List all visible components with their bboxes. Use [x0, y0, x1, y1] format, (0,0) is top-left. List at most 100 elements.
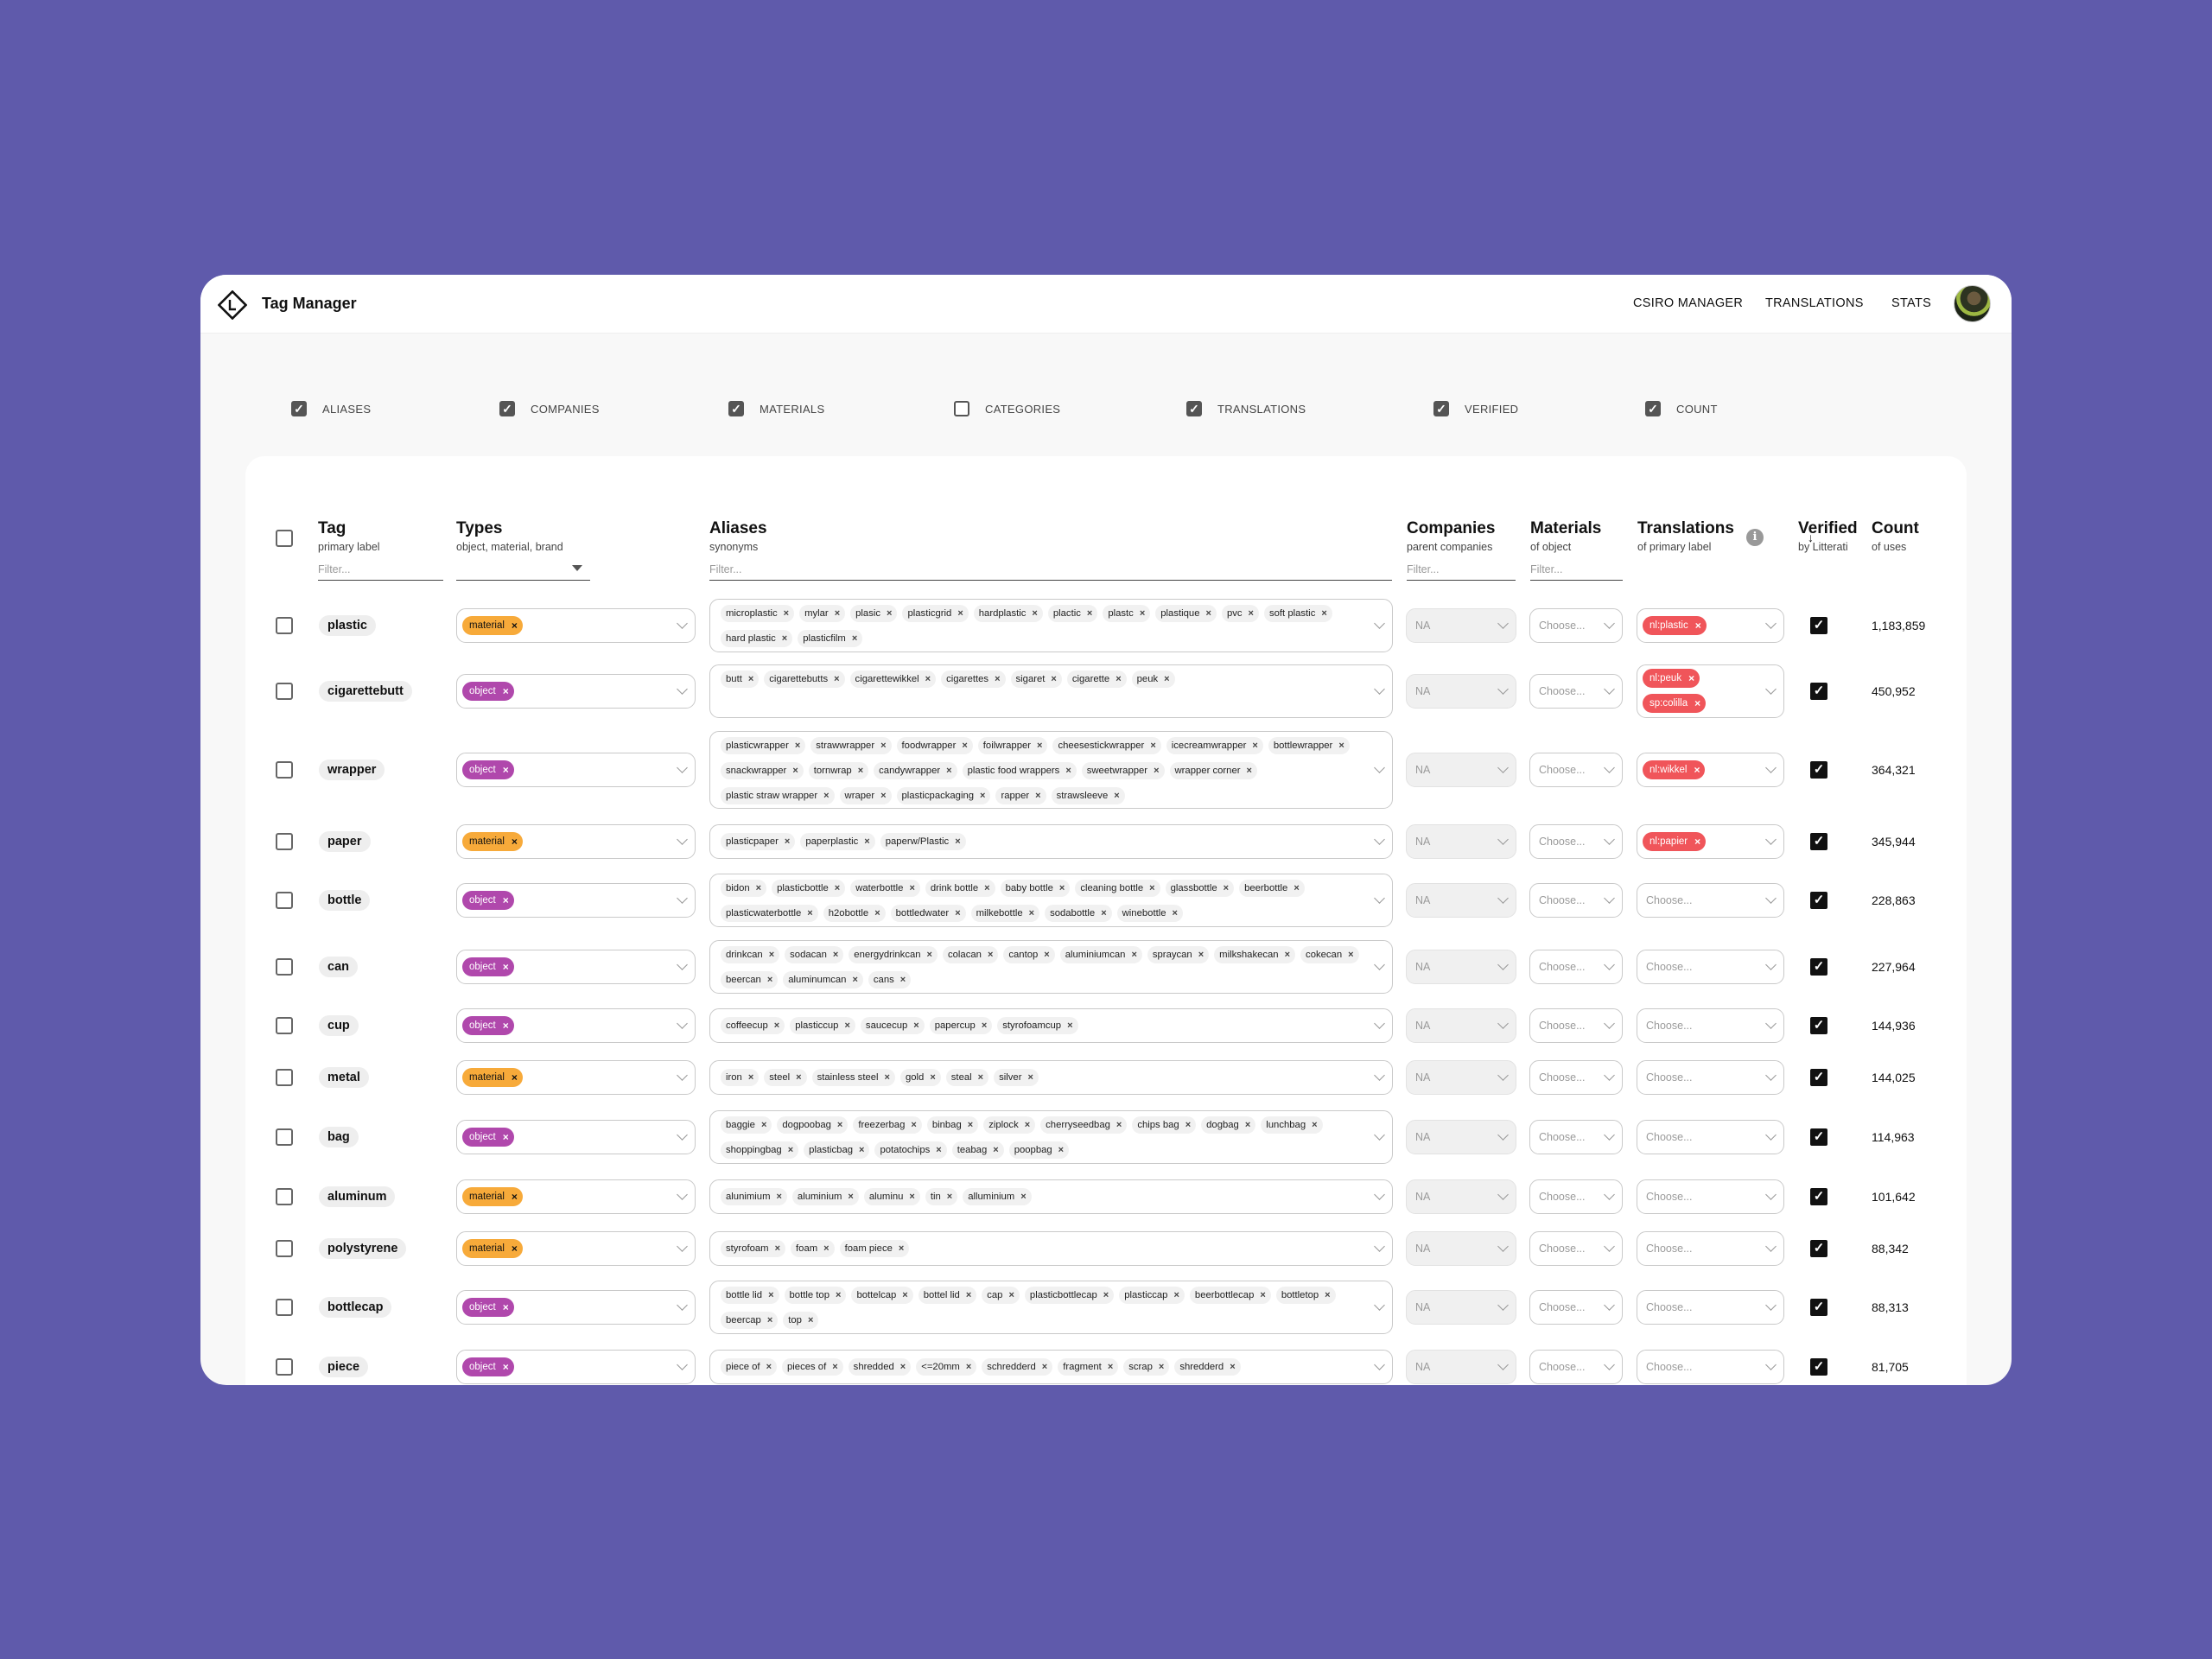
remove-icon[interactable]: ×: [768, 950, 775, 960]
materials-select[interactable]: Choose...: [1529, 883, 1623, 918]
alias-chip[interactable]: alluminium ×: [963, 1188, 1032, 1205]
remove-icon[interactable]: ×: [1694, 764, 1700, 776]
remove-icon[interactable]: ×: [1325, 1290, 1331, 1300]
remove-icon[interactable]: ×: [1116, 674, 1122, 684]
checked-checkbox-icon[interactable]: ✓: [728, 401, 744, 416]
remove-icon[interactable]: ×: [887, 608, 893, 619]
translations-select[interactable]: Choose...: [1637, 1179, 1784, 1214]
alias-chip[interactable]: plasticwrapper ×: [721, 737, 806, 754]
translations-select[interactable]: nl:peuk × sp:colilla ×: [1637, 664, 1784, 718]
checked-checkbox-icon[interactable]: ✓: [291, 401, 307, 416]
alias-chip[interactable]: plasticwaterbottle ×: [721, 905, 818, 922]
alias-chip[interactable]: steel ×: [764, 1069, 807, 1086]
remove-icon[interactable]: ×: [836, 1120, 843, 1130]
alias-chip[interactable]: teabag ×: [951, 1141, 1004, 1159]
remove-icon[interactable]: ×: [1044, 950, 1050, 960]
alias-chip[interactable]: bottle lid ×: [721, 1287, 779, 1304]
verified-checkbox[interactable]: ✓: [1810, 1299, 1827, 1316]
tag-name[interactable]: piece: [319, 1357, 369, 1377]
remove-icon[interactable]: ×: [502, 961, 509, 973]
remove-icon[interactable]: ×: [844, 1020, 850, 1031]
row-checkbox[interactable]: [276, 833, 293, 850]
remove-icon[interactable]: ×: [502, 685, 509, 697]
remove-icon[interactable]: ×: [926, 950, 932, 960]
remove-icon[interactable]: ×: [1008, 1290, 1014, 1300]
materials-select[interactable]: Choose...: [1529, 753, 1623, 787]
tag-name[interactable]: metal: [319, 1067, 369, 1088]
alias-chip[interactable]: plasticbottlecap ×: [1024, 1287, 1115, 1304]
remove-icon[interactable]: ×: [1312, 1120, 1318, 1130]
alias-chip[interactable]: cantop ×: [1003, 946, 1055, 963]
remove-icon[interactable]: ×: [502, 1361, 509, 1373]
select-all-checkbox[interactable]: [276, 530, 293, 547]
alias-chip[interactable]: plasticcup ×: [790, 1017, 855, 1034]
remove-icon[interactable]: ×: [967, 1120, 974, 1130]
remove-icon[interactable]: ×: [1694, 836, 1701, 848]
materials-select[interactable]: Choose...: [1529, 674, 1623, 709]
translations-select[interactable]: nl:papier ×: [1637, 824, 1784, 859]
alias-chip[interactable]: baggie ×: [721, 1116, 772, 1134]
remove-icon[interactable]: ×: [925, 674, 931, 684]
remove-icon[interactable]: ×: [852, 975, 858, 985]
remove-icon[interactable]: ×: [1149, 883, 1155, 893]
remove-icon[interactable]: ×: [774, 1243, 781, 1254]
alias-chip[interactable]: sweetwrapper ×: [1081, 762, 1165, 779]
alias-chip[interactable]: paperplastic ×: [800, 833, 875, 850]
alias-chip[interactable]: gold ×: [899, 1069, 941, 1086]
alias-chip[interactable]: microplastic ×: [721, 605, 795, 622]
remove-icon[interactable]: ×: [1694, 620, 1701, 632]
translation-pill[interactable]: nl:wikkel ×: [1643, 760, 1706, 779]
translations-select[interactable]: Choose...: [1637, 1008, 1784, 1043]
alias-chip[interactable]: cokecan ×: [1300, 946, 1359, 963]
translations-select[interactable]: Choose...: [1637, 1231, 1784, 1266]
row-checkbox[interactable]: [276, 1128, 293, 1146]
remove-icon[interactable]: ×: [1035, 791, 1041, 801]
alias-chip[interactable]: dogbag ×: [1201, 1116, 1256, 1134]
alias-chip[interactable]: plasticfilm ×: [798, 630, 863, 647]
translation-pill[interactable]: nl:peuk ×: [1643, 669, 1700, 688]
alias-chip[interactable]: papercup ×: [929, 1017, 993, 1034]
verified-checkbox[interactable]: ✓: [1810, 1240, 1827, 1257]
aliases-input[interactable]: piece of × pieces of × shredded × <=20mm × schre…: [709, 1350, 1393, 1384]
remove-icon[interactable]: ×: [936, 1145, 942, 1155]
remove-icon[interactable]: ×: [884, 1072, 890, 1083]
tag-name[interactable]: aluminum: [319, 1186, 396, 1207]
remove-icon[interactable]: ×: [977, 1072, 984, 1083]
aliases-input[interactable]: alunimium × aluminium × aluminu × tin × allumini…: [709, 1179, 1393, 1214]
verified-checkbox[interactable]: ✓: [1810, 1017, 1827, 1034]
alias-chip[interactable]: pieces of ×: [782, 1358, 843, 1376]
types-select[interactable]: object ×: [456, 1120, 696, 1154]
remove-icon[interactable]: ×: [946, 1192, 953, 1202]
remove-icon[interactable]: ×: [1154, 766, 1160, 776]
remove-icon[interactable]: ×: [1027, 1072, 1033, 1083]
remove-icon[interactable]: ×: [1139, 608, 1146, 619]
remove-icon[interactable]: ×: [913, 1020, 919, 1031]
row-checkbox[interactable]: [276, 892, 293, 909]
tag-name[interactable]: polystyrene: [319, 1238, 407, 1259]
remove-icon[interactable]: ×: [1252, 741, 1258, 751]
remove-icon[interactable]: ×: [834, 883, 841, 893]
aliases-input[interactable]: plasticpaper × paperplastic × paperw/Plastic…: [709, 824, 1393, 859]
alias-chip[interactable]: iron ×: [721, 1069, 760, 1086]
type-pill[interactable]: object ×: [462, 682, 514, 701]
companies-select[interactable]: NA: [1406, 824, 1516, 859]
verified-checkbox[interactable]: ✓: [1810, 1069, 1827, 1086]
remove-icon[interactable]: ×: [794, 741, 801, 751]
user-avatar[interactable]: [1954, 285, 1991, 322]
alias-chip[interactable]: butt ×: [721, 671, 760, 688]
remove-icon[interactable]: ×: [836, 1290, 842, 1300]
remove-icon[interactable]: ×: [511, 836, 518, 848]
alias-chip[interactable]: shredderd ×: [1174, 1358, 1241, 1376]
types-select[interactable]: object ×: [456, 883, 696, 918]
checked-checkbox-icon[interactable]: ✓: [1645, 401, 1661, 416]
alias-chip[interactable]: bidon ×: [721, 880, 767, 897]
row-checkbox[interactable]: [276, 1017, 293, 1034]
remove-icon[interactable]: ×: [511, 1243, 518, 1255]
remove-icon[interactable]: ×: [965, 1290, 972, 1300]
tag-name[interactable]: paper: [319, 831, 371, 852]
alias-chip[interactable]: bottelcap ×: [851, 1287, 913, 1304]
alias-chip[interactable]: plasticbottle ×: [772, 880, 846, 897]
alias-chip[interactable]: wraper ×: [839, 787, 892, 804]
alias-chip[interactable]: milkebottle ×: [970, 905, 1040, 922]
toggle-verified[interactable]: ✓ VERIFIED: [1433, 401, 1518, 416]
